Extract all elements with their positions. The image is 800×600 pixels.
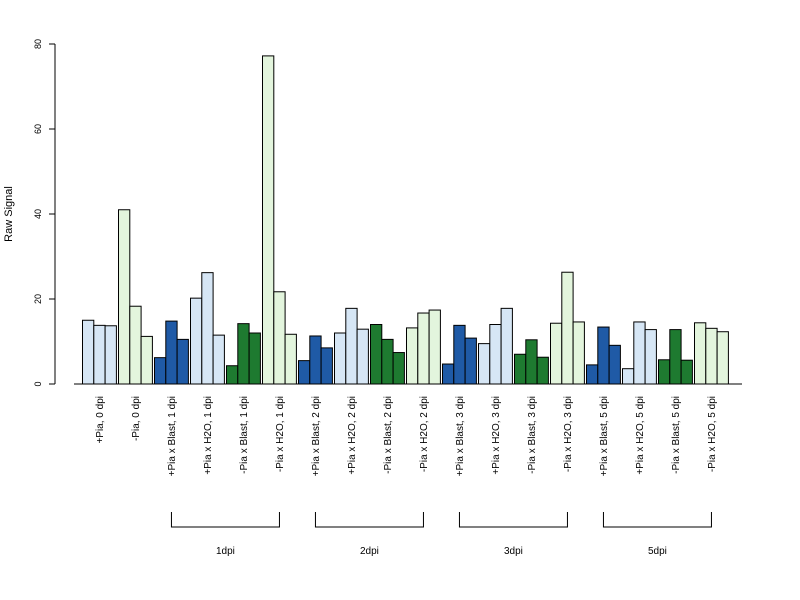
bars [82,55,729,385]
bar [464,337,477,385]
group-label: 2dpi [360,546,379,557]
category-label: -Pia x H2O, 2 dpi [419,396,430,472]
bar [212,334,225,385]
category-label: -Pia x Blast, 5 dpi [671,396,682,474]
bar [93,324,106,385]
bar [514,353,527,385]
bar [633,321,646,385]
bar [500,307,513,385]
bar [334,332,347,385]
bar [453,324,466,385]
category-label: -Pia x Blast, 1 dpi [239,396,250,474]
bar [572,321,585,385]
bar [356,328,369,385]
bar [716,331,729,385]
bar [165,320,178,385]
bar [417,312,430,385]
bar [536,356,549,385]
bar [478,343,491,385]
bar [298,360,311,385]
bar [644,329,657,385]
bar [201,272,214,385]
bar [262,55,275,385]
category-label: +Pia x H2O, 1 dpi [203,396,214,475]
bar [345,307,358,385]
y-tick-label: 80 [33,39,43,49]
group-bracket [314,512,424,528]
category-label: +Pia x H2O, 5 dpi [635,396,646,475]
bar [680,359,693,385]
bar [658,359,671,385]
bar [104,325,117,385]
bar [370,324,383,385]
y-tick-label: 0 [33,381,43,386]
group-label: 5dpi [648,546,667,557]
bar [586,364,599,385]
category-label: +Pia x Blast, 5 dpi [599,396,610,476]
group-bracket [458,512,568,528]
bar [694,322,707,385]
category-label: -Pia x Blast, 3 dpi [527,396,538,474]
bar [392,352,405,385]
category-label: +Pia x Blast, 3 dpi [455,396,466,476]
category-label: +Pia, 0 dpi [95,396,106,444]
bar [237,323,250,385]
category-label: +Pia x Blast, 1 dpi [167,396,178,476]
bar [320,347,333,385]
category-label: -Pia x H2O, 1 dpi [275,396,286,472]
y-axis-title: Raw Signal [3,186,15,242]
bar [248,332,261,385]
category-label: -Pia x Blast, 2 dpi [383,396,394,474]
category-label: -Pia, 0 dpi [131,396,142,441]
group-bracket [602,512,712,528]
category-label: +Pia x H2O, 2 dpi [347,396,358,475]
group-label: 1dpi [216,546,235,557]
bar [82,319,95,385]
bar [176,338,189,385]
bar [561,271,574,385]
bar [489,324,502,385]
category-label: -Pia x H2O, 3 dpi [563,396,574,472]
bar [442,363,455,385]
bar [622,368,635,385]
y-tick-label: 60 [33,124,43,134]
y-tick-label: 20 [33,294,43,304]
bar [608,344,621,385]
bar [140,335,153,385]
bar [190,297,203,385]
category-label: +Pia x Blast, 2 dpi [311,396,322,476]
bar [597,326,610,385]
category-label: -Pia x H2O, 5 dpi [707,396,718,472]
bar [284,333,297,385]
bar [118,209,131,385]
bar [154,357,167,385]
category-labels: +Pia, 0 dpi -Pia, 0 dpi +Pia x Blast, 1 dp… [95,396,718,476]
group-brackets: 1dpi 2dpi 3dpi 5dpi [170,512,712,557]
category-label: +Pia x H2O, 3 dpi [491,396,502,475]
group-bracket [170,512,280,528]
bar [525,339,538,385]
bar [309,335,322,385]
bar [428,309,441,385]
bar [273,291,286,385]
y-tick-label: 40 [33,209,43,219]
bar [669,329,682,385]
y-axis: 0 20 40 60 80 [33,39,56,387]
bar [381,338,394,385]
bar [705,327,718,385]
group-label: 3dpi [504,546,523,557]
bar [129,305,142,385]
bar [226,365,239,385]
bar [550,322,563,385]
bar [406,327,419,385]
